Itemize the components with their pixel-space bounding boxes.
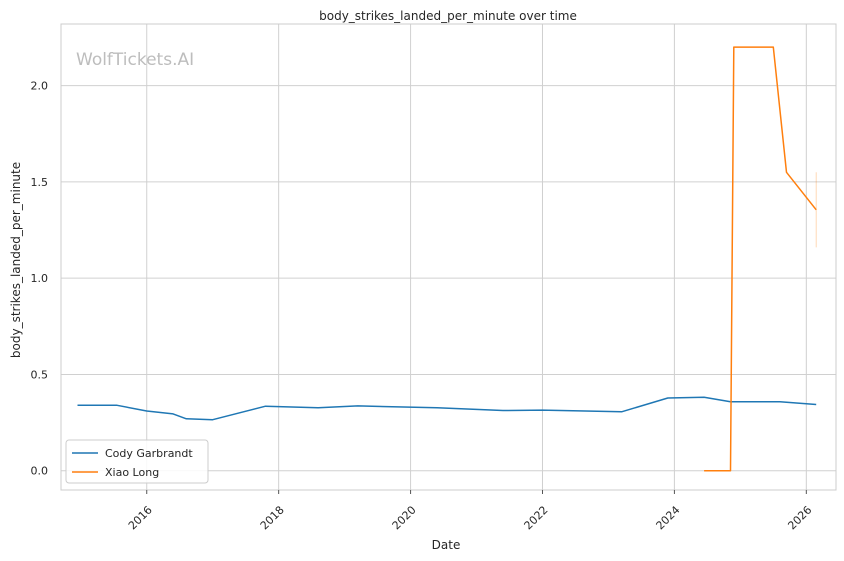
plot-frame <box>60 23 837 491</box>
x-axis-label: Date <box>432 538 461 552</box>
y-tick-label: 2.0 <box>31 80 49 93</box>
series-lines <box>77 46 817 472</box>
legend: Cody Garbrandt Xiao Long <box>65 439 209 484</box>
y-tick-label: 0.5 <box>31 368 49 381</box>
y-axis-ticks: 0.0 0.5 1.0 1.5 2.0 <box>31 80 49 478</box>
x-tick-label: 2018 <box>258 503 287 532</box>
series-line-cody-garbrandt <box>77 396 817 421</box>
x-tick-label: 2020 <box>390 503 419 532</box>
x-tick-label: 2016 <box>126 503 155 532</box>
watermark: WolfTickets.AI <box>76 50 194 70</box>
legend-label-cody-garbrandt: Cody Garbrandt <box>105 447 193 460</box>
chart-title: body_strikes_landed_per_minute over time <box>319 9 577 23</box>
x-tick-label: 2024 <box>654 503 683 532</box>
legend-box <box>65 439 209 484</box>
y-tick-label: 1.5 <box>31 176 49 189</box>
y-tick-label: 1.0 <box>31 272 49 285</box>
x-axis-ticks: 2016 2018 2020 2022 2024 2026 <box>126 490 814 532</box>
series-line-xiao-long <box>704 46 817 472</box>
y-tick-label: 0.0 <box>31 465 49 478</box>
legend-label-xiao-long: Xiao Long <box>105 466 159 479</box>
x-tick-label: 2022 <box>522 503 551 532</box>
y-axis-label: body_strikes_landed_per_minute <box>9 162 23 358</box>
x-tick-label: 2026 <box>785 503 814 532</box>
grid-lines <box>61 24 836 490</box>
